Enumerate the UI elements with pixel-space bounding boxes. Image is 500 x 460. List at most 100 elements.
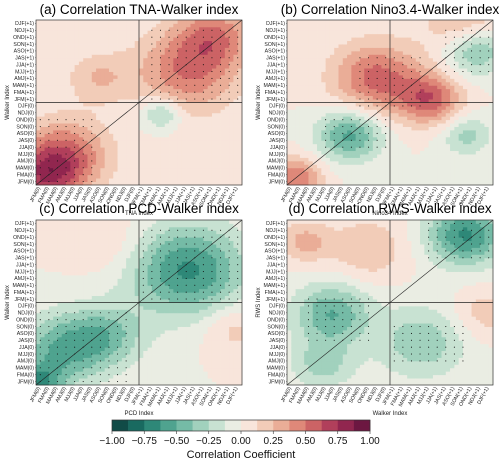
heat-cell — [91, 154, 97, 158]
heat-cell — [177, 123, 183, 127]
heat-cell — [304, 174, 309, 179]
heat-cell — [338, 81, 344, 86]
significance-dot — [194, 64, 196, 66]
heat-cell — [224, 160, 230, 165]
heat-cell — [100, 26, 106, 31]
significance-dot — [228, 71, 230, 73]
heat-cell — [44, 157, 50, 162]
heat-cell — [364, 116, 369, 121]
heat-cell — [194, 178, 200, 182]
heat-cell — [53, 171, 58, 176]
heat-cell — [359, 181, 365, 186]
heat-cell — [113, 23, 118, 28]
heat-cell — [317, 64, 322, 69]
heat-cell — [87, 112, 93, 117]
heat-cell — [287, 130, 292, 134]
heat-cell — [211, 150, 217, 155]
heat-cell — [308, 123, 314, 127]
heat-cell — [83, 171, 88, 176]
heat-cell — [338, 130, 344, 134]
heat-cell — [398, 30, 404, 35]
heat-cell — [190, 40, 196, 45]
heat-cell — [415, 150, 421, 155]
heat-cell — [385, 75, 391, 79]
heat-cell — [40, 92, 45, 97]
heat-cell — [74, 167, 80, 172]
significance-dot — [177, 98, 179, 100]
heat-cell — [428, 102, 434, 107]
heat-cell — [156, 109, 161, 114]
heat-cell — [295, 64, 301, 69]
significance-dot — [185, 43, 187, 45]
heat-cell — [121, 88, 127, 93]
heat-cell — [143, 126, 148, 131]
heat-cell — [338, 75, 344, 79]
heat-cell — [66, 61, 71, 66]
heat-cell — [424, 68, 430, 72]
heat-cell — [445, 147, 451, 152]
heat-cell — [480, 171, 485, 176]
y-tick-label: SON(+1) — [13, 42, 34, 48]
heat-cell — [364, 33, 369, 38]
heat-cell — [407, 147, 412, 152]
heat-cell — [291, 116, 296, 121]
heat-cell — [61, 112, 67, 117]
heat-cell — [390, 112, 395, 117]
heat-cell — [203, 109, 209, 114]
heat-cell — [113, 95, 118, 100]
heat-cell — [291, 140, 296, 145]
heat-cell — [108, 136, 114, 141]
heat-cell — [407, 64, 412, 69]
heat-cell — [96, 174, 101, 179]
heat-cell — [169, 23, 174, 28]
heat-cell — [164, 181, 170, 186]
heat-cell — [364, 126, 369, 131]
heat-cell — [329, 154, 335, 158]
heat-cell — [190, 167, 196, 172]
heat-cell — [428, 116, 434, 121]
significance-dot — [211, 50, 213, 52]
heat-cell — [441, 154, 447, 158]
heat-cell — [287, 140, 292, 145]
heat-cell — [211, 143, 217, 148]
heat-cell — [432, 171, 438, 176]
heat-cell — [415, 50, 421, 55]
heat-cell — [394, 50, 399, 55]
heat-cell — [160, 33, 166, 38]
heat-cell — [61, 126, 67, 131]
heat-cell — [437, 174, 442, 179]
heat-cell — [428, 174, 434, 179]
heat-cell — [454, 133, 460, 138]
heat-cell — [424, 147, 430, 152]
heat-cell — [48, 130, 54, 134]
heat-cell — [151, 95, 157, 100]
heat-cell — [199, 102, 204, 107]
heat-cell — [458, 75, 464, 79]
heat-cell — [462, 174, 468, 179]
heat-cell — [220, 136, 226, 141]
heat-cell — [48, 102, 54, 107]
heat-cell — [291, 105, 296, 110]
heat-cell — [100, 95, 106, 100]
heat-cell — [173, 119, 179, 124]
heat-cell — [372, 164, 378, 169]
heat-cell — [96, 164, 101, 169]
heat-cell — [462, 126, 468, 131]
heat-cell — [173, 178, 179, 182]
heat-cell — [151, 50, 157, 55]
heat-cell — [420, 20, 425, 24]
heat-cell — [74, 130, 80, 134]
heat-cell — [233, 26, 239, 31]
heat-cell — [66, 88, 71, 93]
heat-cell — [398, 119, 404, 124]
heat-cell — [445, 150, 451, 155]
heat-cell — [381, 150, 387, 155]
heat-cell — [484, 174, 490, 179]
heat-cell — [437, 30, 442, 35]
heat-cell — [407, 150, 412, 155]
heat-cell — [143, 147, 148, 152]
heat-cell — [364, 54, 369, 59]
heat-cell — [211, 160, 217, 165]
heat-cell — [53, 112, 58, 117]
heat-cell — [321, 143, 327, 148]
